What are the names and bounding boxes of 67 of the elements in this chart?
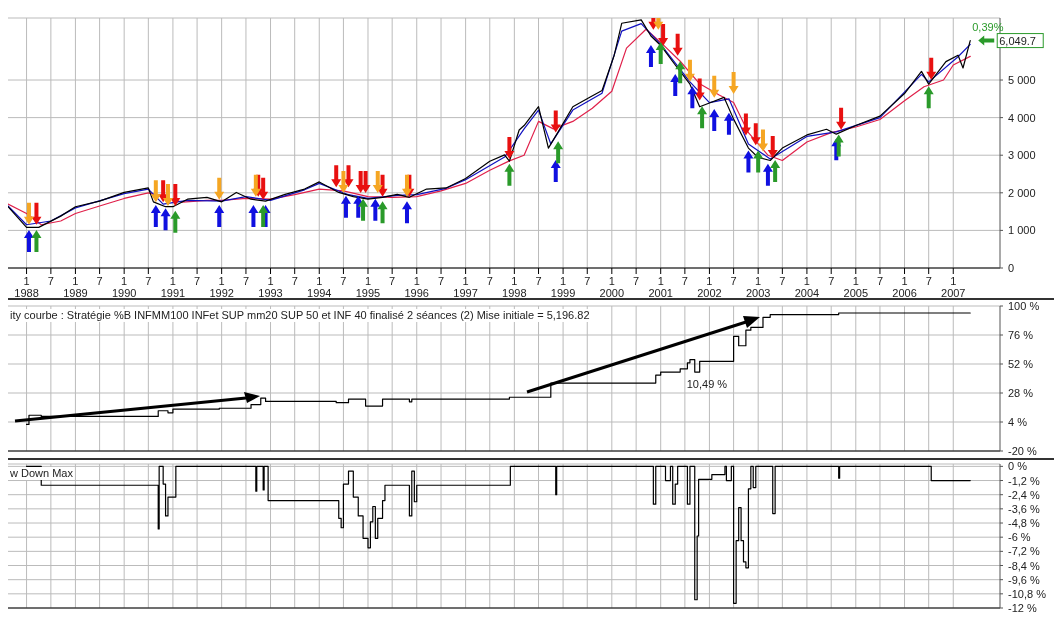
x-tick-label: 7: [925, 275, 932, 287]
x-tick-label: 7: [681, 275, 688, 287]
y-tick-label: 3 000: [1008, 149, 1036, 162]
x-tick-label: 1 2004: [794, 275, 820, 299]
y-tick-label: 76 %: [1008, 329, 1034, 341]
annotation: 0,39%: [972, 20, 1004, 33]
x-tick-label: 1 2000: [599, 275, 625, 299]
x-tick-label: 1 2002: [697, 275, 722, 299]
x-tick-label: 1 2003: [745, 275, 771, 299]
y-tick-label: 0: [1008, 262, 1015, 274]
x-tick-label: 1 1994: [307, 275, 332, 299]
y-tick-label: 4 000: [1008, 111, 1036, 124]
x-tick-label: 1 1993: [258, 275, 283, 299]
x-tick-label: 1 1990: [111, 275, 137, 299]
y-tick-label: 2 000: [1008, 186, 1036, 199]
x-tick-label: 1 1992: [209, 275, 234, 299]
y-tick-label: -1,2 %: [1008, 474, 1041, 487]
x-tick-label: 1 2007: [941, 275, 966, 299]
x-tick-label: 7: [876, 275, 884, 287]
y-tick-label: 1 000: [1008, 224, 1036, 237]
annotation: 6,049.7: [999, 34, 1036, 47]
x-tick-label: 7: [96, 275, 103, 287]
x-tick-label: 7: [242, 275, 250, 287]
y-tick-label: -10,8 %: [1008, 587, 1047, 600]
x-tick-label: 7: [535, 275, 542, 287]
y-tick-label: 100 %: [1008, 300, 1040, 312]
x-tick-label: 7: [437, 275, 445, 287]
y-tick-label: 28 %: [1008, 387, 1034, 399]
x-tick-label: 7: [730, 275, 737, 287]
x-tick-label: 7: [389, 275, 396, 287]
x-tick-label: 1 1991: [160, 275, 186, 299]
x-tick-label: 7: [486, 275, 493, 287]
y-tick-label: -6 %: [1008, 531, 1031, 544]
y-tick-label: -12 %: [1008, 602, 1037, 614]
y-tick-label: -3,6 %: [1008, 502, 1041, 515]
y-tick-label: 4 %: [1008, 416, 1028, 428]
x-tick-label: 7: [633, 275, 640, 287]
annotation: ity courbe : Stratégie %B INFMM100 INFet SUP mm20 SUP 50 et INF 40 finalisé 2 séances (2) Mise initiale = 5,196.82: [10, 309, 590, 322]
x-tick-label: 1 2006: [892, 275, 917, 299]
y-tick-label: -2,4 %: [1008, 488, 1041, 501]
x-tick-label: 1 1997: [453, 275, 478, 299]
x-tick-label: 1 1998: [502, 275, 527, 299]
x-tick-label: 1 2005: [843, 275, 869, 299]
x-tick-label: 1 1989: [63, 275, 88, 299]
x-tick-label: 7: [291, 275, 298, 287]
y-tick-label: 5 000: [1008, 74, 1036, 87]
y-tick-label: 52 %: [1008, 358, 1034, 370]
annotation: w Down Max: [10, 467, 73, 480]
y-tick-label: -4,8 %: [1008, 517, 1041, 530]
x-tick-label: 1 1988: [14, 275, 39, 299]
x-tick-label: 7: [779, 275, 786, 287]
x-tick-label: 1 2001: [648, 275, 673, 299]
y-tick-label: -9,6 %: [1008, 573, 1041, 586]
y-tick-label: -8,4 %: [1008, 559, 1041, 572]
y-tick-label: -7,2 %: [1008, 545, 1041, 558]
x-tick-label: 7: [828, 275, 835, 287]
x-tick-label: 7: [584, 275, 591, 287]
x-tick-label: 7: [194, 275, 201, 287]
y-tick-label: 0 %: [1008, 460, 1028, 473]
x-tick-label: 1 1999: [550, 275, 576, 299]
annotation: 10,49 %: [686, 378, 728, 391]
x-tick-label: 1 1996: [404, 275, 429, 299]
y-tick-label: -20 %: [1008, 445, 1037, 457]
x-tick-label: 7: [47, 275, 54, 287]
x-tick-label: 1 1995: [355, 275, 381, 299]
x-tick-label: 7: [145, 275, 152, 287]
x-tick-label: 7: [340, 275, 347, 287]
